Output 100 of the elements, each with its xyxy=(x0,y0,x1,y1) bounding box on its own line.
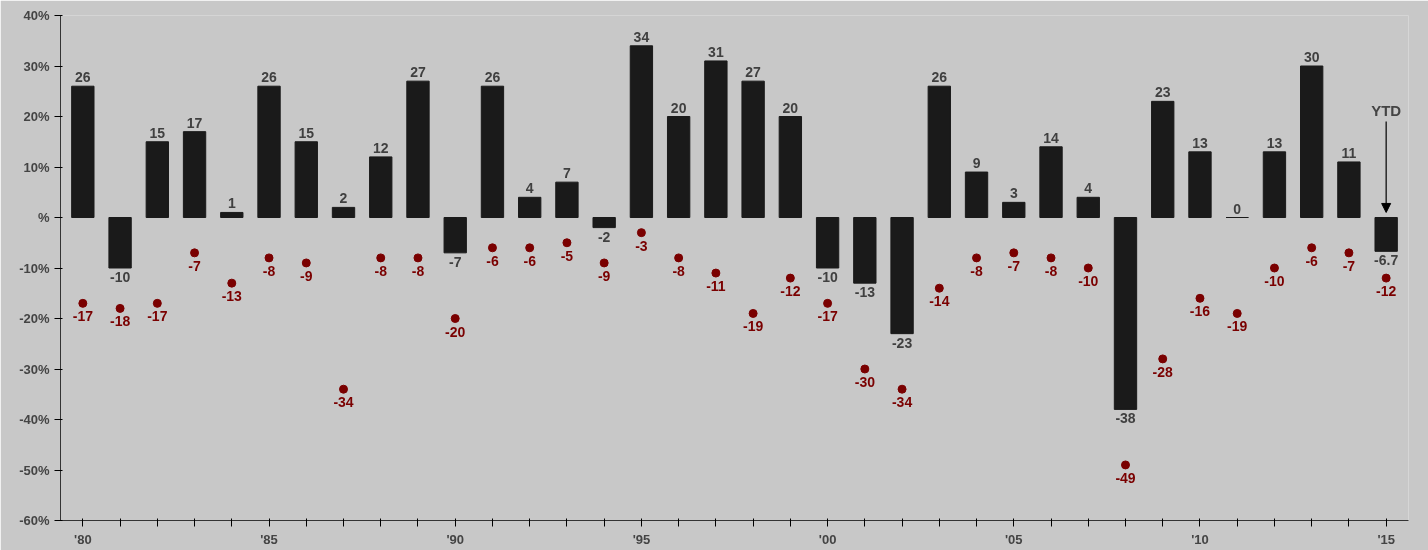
data-label: -16 xyxy=(1189,303,1211,320)
data-label: -17 xyxy=(147,308,168,325)
data-label: -8 xyxy=(672,262,686,279)
point xyxy=(115,303,125,313)
data-label: -3 xyxy=(635,237,648,254)
point xyxy=(376,253,386,263)
bar xyxy=(704,60,728,218)
point xyxy=(1269,263,1279,273)
data-label: -8 xyxy=(970,262,983,279)
data-label: -38 xyxy=(1115,410,1136,427)
data-label: -7 xyxy=(1342,257,1356,274)
data-label: -8 xyxy=(1044,262,1058,279)
point xyxy=(1381,273,1391,283)
point xyxy=(227,278,237,288)
bar xyxy=(1262,151,1287,218)
point xyxy=(1009,248,1019,258)
data-label: 20 xyxy=(782,99,799,116)
bar xyxy=(108,217,132,269)
point xyxy=(636,228,646,238)
bar xyxy=(1151,100,1175,218)
data-label: 7 xyxy=(563,165,572,182)
point xyxy=(413,253,423,263)
data-label: -9 xyxy=(300,267,313,284)
y-tick-label: -30% xyxy=(19,361,50,377)
bar xyxy=(890,217,914,335)
point xyxy=(1046,253,1056,263)
y-tick-label: -10% xyxy=(19,260,50,276)
bar xyxy=(555,181,579,218)
bar xyxy=(71,85,95,218)
bar xyxy=(1337,161,1361,218)
point xyxy=(487,243,497,253)
bar xyxy=(1188,151,1212,218)
bar xyxy=(1076,196,1100,218)
data-label: 15 xyxy=(149,124,166,141)
data-label: -6 xyxy=(523,252,537,269)
data-label: 1 xyxy=(227,195,236,212)
data-label: 4 xyxy=(525,180,534,197)
x-tick-label: '15 xyxy=(1377,531,1395,547)
y-tick-label: -60% xyxy=(19,513,50,528)
point xyxy=(525,243,535,253)
bar xyxy=(443,217,467,254)
bar xyxy=(815,217,840,269)
x-tick-label: '85 xyxy=(260,531,278,547)
bar xyxy=(1002,201,1026,218)
bar xyxy=(518,196,542,218)
data-label: -9 xyxy=(597,267,611,284)
data-label: -10 xyxy=(1078,273,1099,289)
data-label: 4 xyxy=(1084,180,1093,197)
point xyxy=(1344,248,1354,258)
point xyxy=(934,283,944,293)
bar xyxy=(257,85,281,218)
data-label: -6 xyxy=(1305,252,1319,269)
data-label: 31 xyxy=(708,43,724,60)
data-label: 27 xyxy=(410,64,426,81)
data-label: 13 xyxy=(1266,134,1283,151)
data-label: -10 xyxy=(109,269,131,285)
data-label: -7 xyxy=(1007,257,1021,274)
bar xyxy=(666,116,691,218)
point xyxy=(1158,354,1168,364)
data-label: -14 xyxy=(929,293,950,310)
point xyxy=(152,298,162,308)
point xyxy=(1307,243,1317,253)
point xyxy=(450,314,460,323)
data-label: -6 xyxy=(486,252,499,269)
annotation: YTD xyxy=(1371,101,1402,119)
data-label: 14 xyxy=(1043,129,1060,146)
point xyxy=(562,238,572,248)
y-tick-label: 40% xyxy=(23,8,50,23)
point xyxy=(339,384,349,394)
data-label: -6.7 xyxy=(1374,252,1399,269)
bar xyxy=(369,156,393,218)
data-label: 2 xyxy=(339,190,348,207)
data-label: 23 xyxy=(1154,84,1171,101)
data-label: -19 xyxy=(1227,318,1248,335)
x-tick-label: '05 xyxy=(1005,531,1023,547)
point xyxy=(897,384,907,394)
data-label: 12 xyxy=(372,139,389,156)
point xyxy=(1120,460,1130,470)
point xyxy=(1083,263,1093,273)
data-label: 26 xyxy=(261,69,278,86)
point xyxy=(264,253,274,263)
data-label: 34 xyxy=(633,28,650,45)
data-label: 26 xyxy=(931,69,948,86)
data-label: -17 xyxy=(817,308,838,325)
data-label: -13 xyxy=(221,288,243,305)
y-tick-label: 10% xyxy=(23,159,50,175)
x-tick-label: '80 xyxy=(74,531,92,547)
data-label: 30 xyxy=(1303,49,1320,65)
point xyxy=(748,308,758,318)
data-label: -17 xyxy=(72,308,94,325)
data-label: -8 xyxy=(374,262,388,279)
data-label: -5 xyxy=(560,247,574,264)
point xyxy=(78,298,88,308)
data-label: 9 xyxy=(972,155,981,172)
y-tick-label: -20% xyxy=(19,311,50,326)
data-label: 26 xyxy=(484,69,501,86)
data-label: 13 xyxy=(1192,134,1208,151)
data-label: -34 xyxy=(891,394,913,411)
bar xyxy=(145,141,169,218)
data-label: -18 xyxy=(109,313,131,330)
